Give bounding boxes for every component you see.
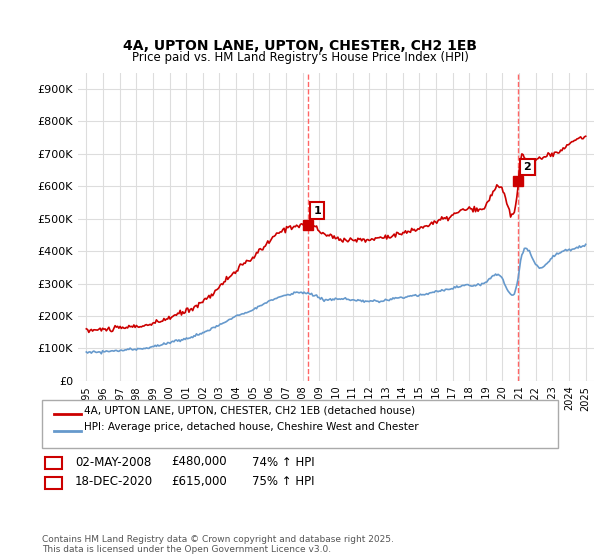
Text: 1: 1 <box>313 206 321 216</box>
Text: £615,000: £615,000 <box>171 475 227 488</box>
Text: 75% ↑ HPI: 75% ↑ HPI <box>252 475 314 488</box>
Text: £480,000: £480,000 <box>171 455 227 469</box>
Text: HPI: Average price, detached house, Cheshire West and Chester: HPI: Average price, detached house, Ches… <box>84 422 419 432</box>
Text: 74% ↑ HPI: 74% ↑ HPI <box>252 455 314 469</box>
Text: Price paid vs. HM Land Registry's House Price Index (HPI): Price paid vs. HM Land Registry's House … <box>131 52 469 64</box>
Text: 4A, UPTON LANE, UPTON, CHESTER, CH2 1EB (detached house): 4A, UPTON LANE, UPTON, CHESTER, CH2 1EB … <box>84 405 415 416</box>
Text: Contains HM Land Registry data © Crown copyright and database right 2025.
This d: Contains HM Land Registry data © Crown c… <box>42 535 394 554</box>
Text: 18-DEC-2020: 18-DEC-2020 <box>75 475 153 488</box>
Text: 1: 1 <box>49 455 58 469</box>
Text: 4A, UPTON LANE, UPTON, CHESTER, CH2 1EB: 4A, UPTON LANE, UPTON, CHESTER, CH2 1EB <box>123 39 477 53</box>
Text: 2: 2 <box>523 162 531 172</box>
Text: 2: 2 <box>49 475 58 488</box>
Text: 02-MAY-2008: 02-MAY-2008 <box>75 455 151 469</box>
